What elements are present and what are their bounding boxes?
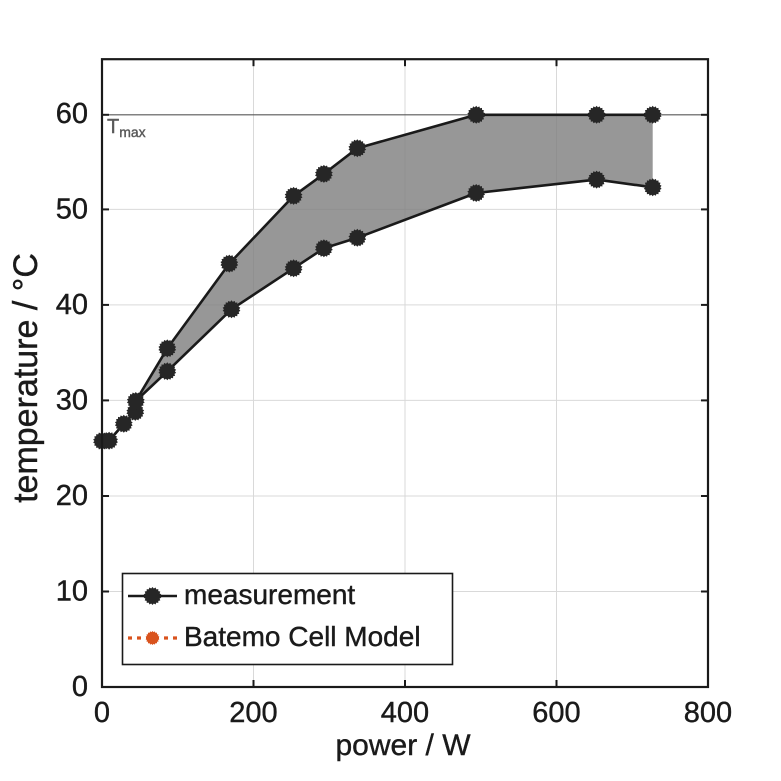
- svg-text:200: 200: [229, 697, 277, 729]
- svg-text:power / W: power / W: [335, 729, 471, 762]
- svg-text:30: 30: [56, 384, 88, 416]
- svg-text:0: 0: [72, 671, 88, 703]
- svg-text:50: 50: [56, 193, 88, 225]
- svg-text:60: 60: [56, 98, 88, 130]
- svg-text:Batemo Cell Model: Batemo Cell Model: [184, 621, 421, 652]
- svg-text:Tmax: Tmax: [107, 116, 146, 140]
- svg-text:800: 800: [684, 697, 732, 729]
- svg-text:20: 20: [56, 480, 88, 512]
- svg-text:measurement: measurement: [184, 579, 355, 610]
- svg-text:400: 400: [381, 697, 429, 729]
- svg-text:40: 40: [56, 289, 88, 321]
- svg-text:10: 10: [56, 576, 88, 608]
- svg-text:0: 0: [94, 697, 110, 729]
- svg-text:temperature / °C: temperature / °C: [7, 253, 45, 503]
- svg-text:600: 600: [532, 697, 580, 729]
